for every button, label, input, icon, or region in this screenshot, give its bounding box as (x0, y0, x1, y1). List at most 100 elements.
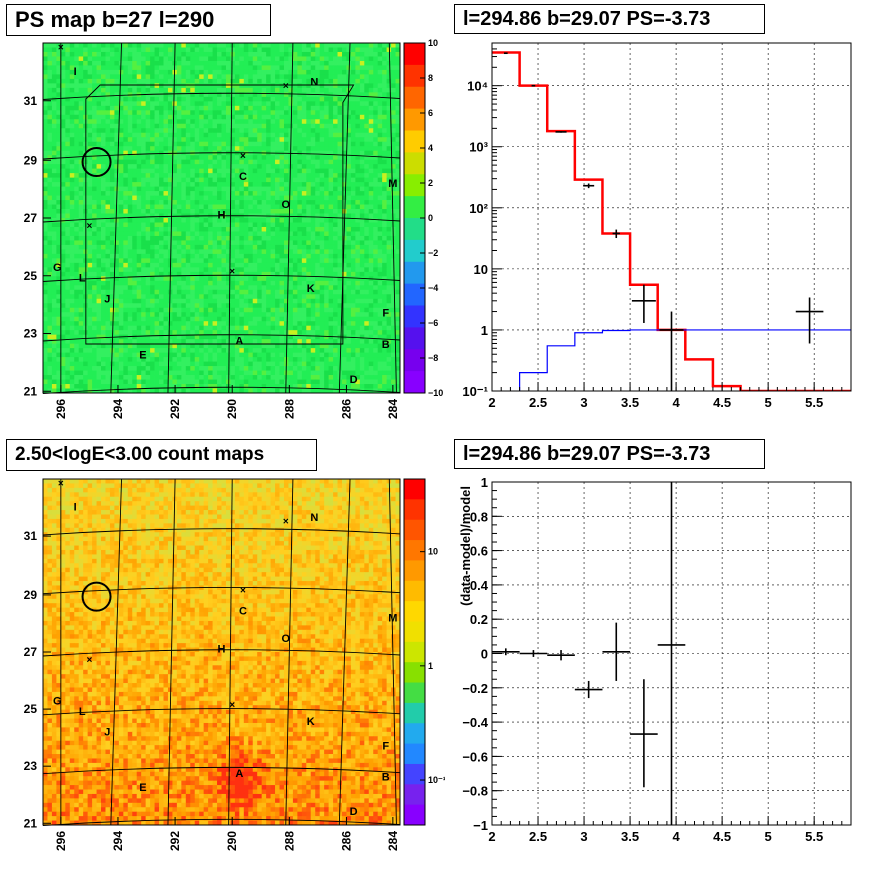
source-label: D (350, 374, 358, 386)
source-label: I (74, 502, 77, 514)
colorbar (404, 43, 425, 394)
x-tick-label: 4.5 (713, 829, 731, 844)
y-tick-label: 10⁻¹ (462, 384, 488, 399)
x-tick-label: 2 (488, 829, 495, 844)
colorbar-tick-label: 1 (428, 661, 433, 671)
x-tick-label: 292 (168, 831, 182, 851)
x-tick-label: 3 (580, 395, 587, 410)
x-tick-label: 3 (580, 829, 587, 844)
y-tick-label: 0.2 (470, 612, 488, 627)
data-point (583, 183, 595, 189)
residual-point (602, 622, 631, 681)
source-label: K (307, 716, 315, 728)
data-point (631, 284, 656, 323)
residual-point (492, 648, 520, 656)
source-label: B (382, 339, 390, 351)
y-tick-label: 0.6 (470, 544, 488, 559)
plot-area (492, 51, 851, 391)
y-tick-label: 31 (24, 529, 38, 543)
x-tick-label: 296 (54, 831, 68, 851)
x-tick-label: 2.5 (529, 829, 547, 844)
colorbar-tick-label: −4 (428, 283, 438, 293)
x-tick-label: 5 (765, 829, 772, 844)
y-tick-label: 21 (24, 816, 38, 830)
colorbar-tick-label: 8 (428, 73, 433, 83)
model-source-step (519, 329, 851, 391)
residual-point (574, 680, 603, 699)
y-tick-label: 0.8 (470, 509, 488, 524)
source-label: A (235, 768, 243, 780)
model-total-step (492, 51, 851, 391)
colorbar-tick-label: 10⁻¹ (428, 775, 445, 785)
target-circle (81, 147, 112, 177)
map-cells (43, 479, 401, 826)
y-tick-label: 29 (24, 153, 38, 167)
target-circle (81, 581, 112, 612)
coordinate-grid (42, 42, 401, 394)
count-map-plot: × × × × × I N C M H O G L J K F A B E D 21 23 25 27 29 31 296 294 29… (24, 478, 445, 851)
source-marker: × (240, 586, 246, 597)
source-label: M (388, 612, 397, 624)
colorbar-tick-label: −2 (428, 248, 438, 258)
colorbar (404, 479, 425, 826)
x-tick-label: 286 (339, 399, 353, 419)
y-axis-label: (data-model)/model (458, 486, 473, 606)
source-label: N (310, 512, 318, 524)
colorbar-tick-label: −10 (428, 388, 443, 398)
spectrum-title: l=294.86 b=29.07 PS=-3.73 (454, 4, 765, 34)
source-marker: × (240, 151, 246, 162)
source-label: L (79, 273, 86, 285)
x-tick-label: 292 (168, 399, 182, 419)
y-tick-label: 23 (24, 759, 38, 773)
residual-title: l=294.86 b=29.07 PS=-3.73 (454, 439, 765, 469)
y-tick-label: 27 (24, 645, 38, 659)
y-tick-label: 0 (481, 647, 488, 662)
x-tick-label: 4 (672, 829, 680, 844)
source-label: H (218, 644, 226, 656)
x-tick-label: 290 (225, 831, 239, 851)
y-tick-label: 10² (469, 201, 488, 216)
x-tick-label: 288 (282, 399, 296, 419)
x-tick-label: 2 (488, 395, 495, 410)
source-marker: × (283, 81, 289, 92)
x-tick-label: 284 (386, 831, 400, 851)
coordinate-grid (42, 478, 401, 826)
y-tick-label: 1 (481, 323, 488, 338)
x-tick-label: 4.5 (713, 395, 731, 410)
source-label: C (239, 171, 247, 183)
y-tick-label: 21 (24, 384, 38, 398)
y-tick-label: 23 (24, 327, 38, 341)
source-label: M (388, 178, 397, 190)
y-tick-label: 25 (24, 702, 38, 716)
data-point (555, 131, 567, 133)
source-label: F (382, 740, 389, 752)
source-label: G (53, 262, 62, 274)
y-tick-label: −0.2 (462, 681, 488, 696)
y-tick-label: 31 (24, 94, 38, 108)
colorbar-tick-label: −6 (428, 318, 438, 328)
colorbar-tick-label: 2 (428, 178, 433, 188)
y-tick-label: 0.4 (470, 578, 489, 593)
y-tick-label: 10³ (469, 140, 488, 155)
y-tick-label: 25 (24, 269, 38, 283)
colorbar-tick-label: 6 (428, 108, 433, 118)
source-label: H (218, 210, 226, 222)
x-tick-label: 5.5 (805, 829, 823, 844)
colorbar-tick-label: −8 (428, 353, 438, 363)
source-marker: × (86, 655, 92, 666)
source-label: L (79, 706, 86, 718)
data-point (503, 52, 508, 55)
source-label: O (281, 633, 290, 645)
source-label: N (310, 77, 318, 89)
x-tick-label: 284 (386, 399, 400, 419)
count-map-title: 2.50<logE<3.00 count maps (6, 439, 317, 471)
x-tick-label: 3.5 (621, 829, 639, 844)
y-tick-label: 10⁴ (467, 79, 488, 94)
source-label: O (281, 199, 290, 211)
x-tick-label: 3.5 (621, 395, 639, 410)
y-tick-label: 10 (474, 262, 488, 277)
colorbar-tick-label: 0 (428, 213, 433, 223)
source-marker: × (58, 43, 64, 54)
data-point (531, 84, 536, 87)
ps-map-title: PS map b=27 l=290 (6, 4, 271, 36)
